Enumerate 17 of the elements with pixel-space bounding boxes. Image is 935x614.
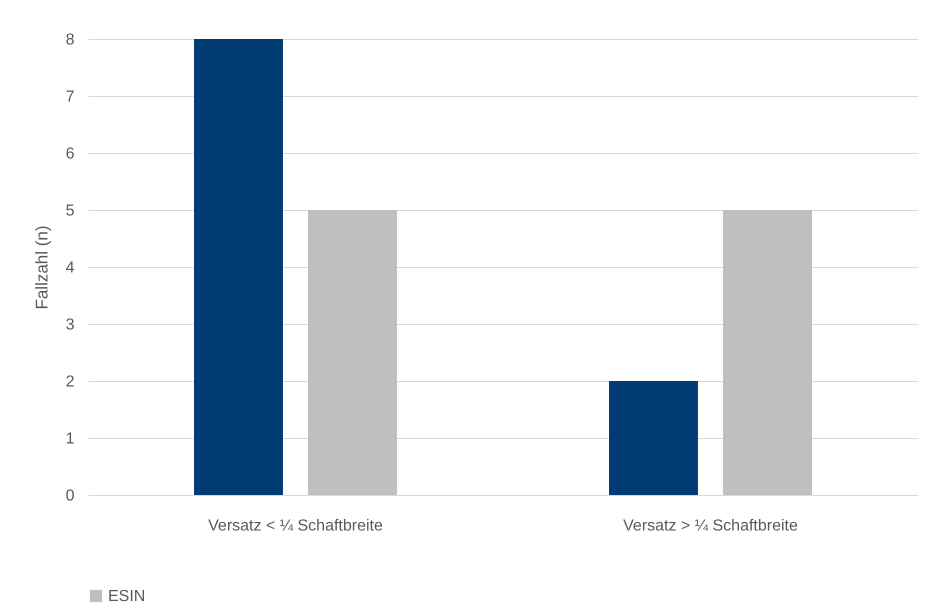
bar xyxy=(609,381,698,495)
y-tick-label: 7 xyxy=(66,88,75,106)
bar xyxy=(308,210,397,495)
y-axis-title: Fallzahl (n) xyxy=(32,225,52,310)
y-tick-label: 0 xyxy=(66,488,75,504)
x-tick-label: Versatz < ¼ Schaftbreite xyxy=(208,518,383,534)
y-tick-label: 4 xyxy=(66,260,75,276)
y-tick-label: 5 xyxy=(66,202,75,220)
bar xyxy=(723,210,812,495)
y-tick-label: 8 xyxy=(66,32,75,48)
x-tick-label: Versatz > ¼ Schaftbreite xyxy=(623,518,798,534)
bar xyxy=(194,39,283,495)
y-tick-label: 2 xyxy=(66,374,75,390)
y-tick-label: 1 xyxy=(66,430,75,448)
y-tick-label: 6 xyxy=(66,146,75,162)
legend-label: ESIN xyxy=(108,588,146,605)
y-tick-label: 3 xyxy=(66,316,75,334)
